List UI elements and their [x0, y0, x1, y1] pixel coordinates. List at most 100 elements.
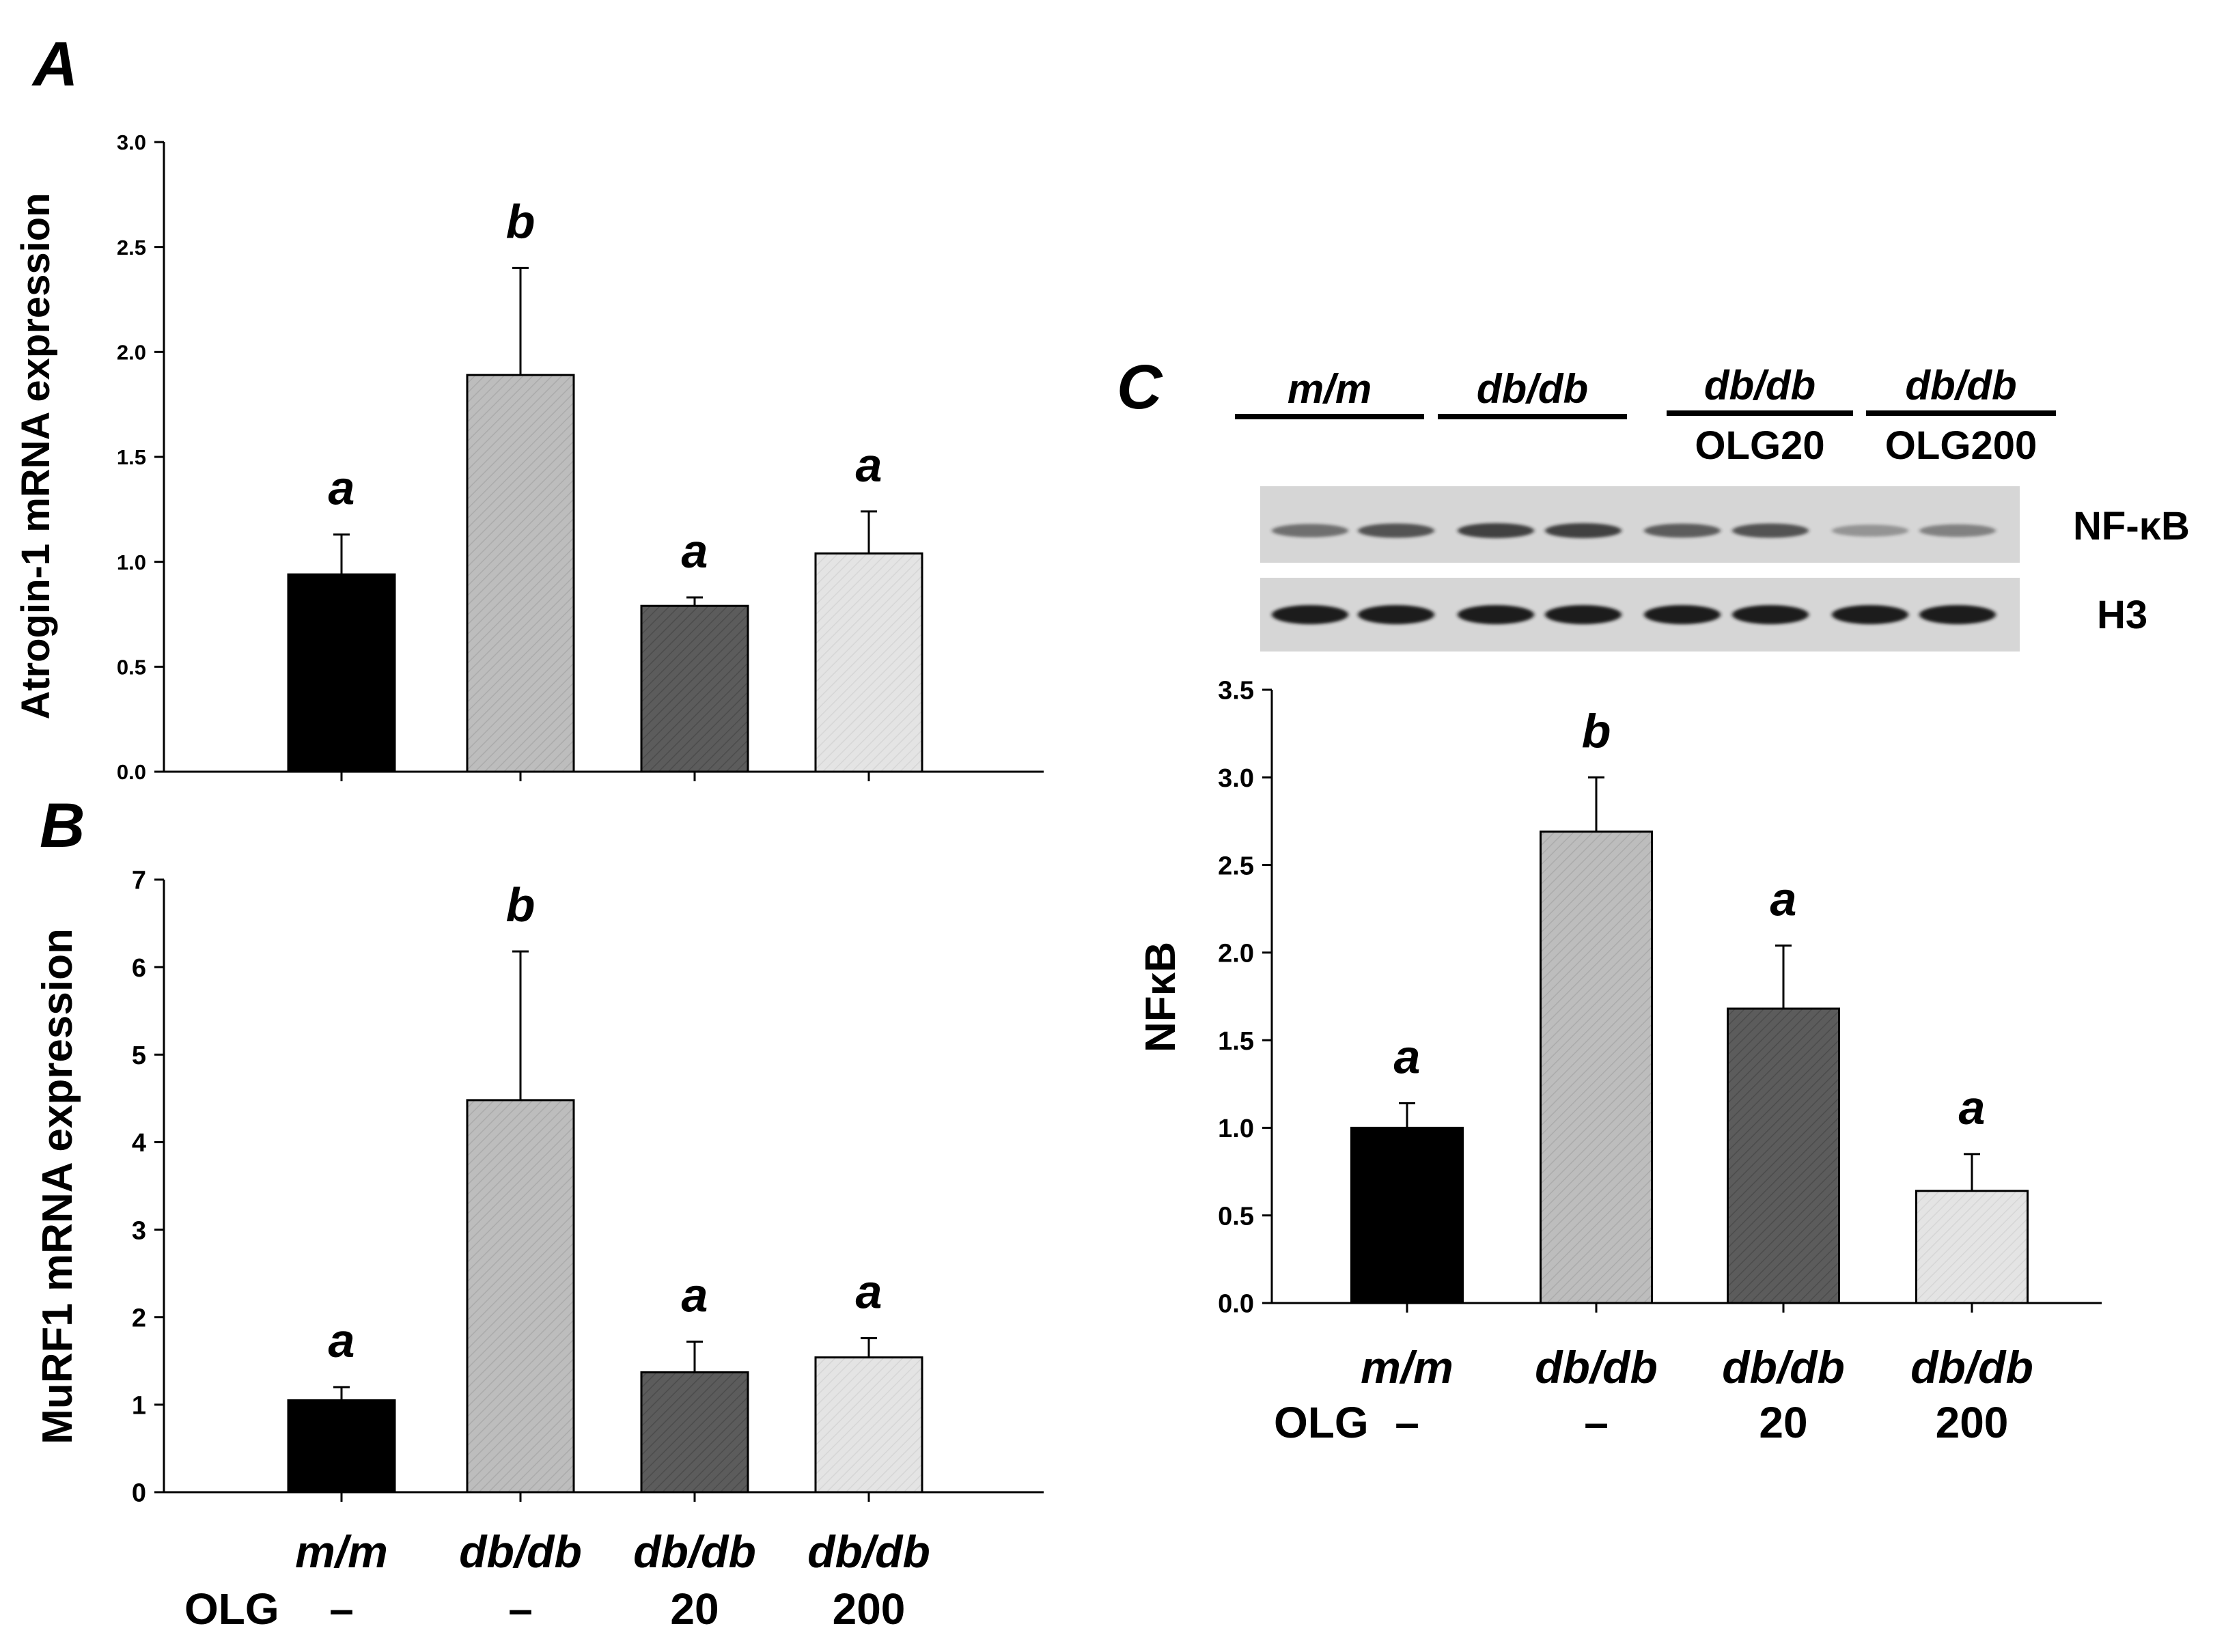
- blot-band: [1545, 605, 1622, 624]
- bar: [1350, 1126, 1464, 1304]
- significance-label: a: [329, 462, 355, 515]
- blot-group-label: m/m: [1288, 366, 1372, 412]
- y-tick-label: 3.0: [1218, 764, 1254, 793]
- olg-dose-label: 200: [833, 1584, 906, 1634]
- olg-dose-label: –: [1584, 1398, 1609, 1447]
- panel-label-c: C: [1117, 352, 1163, 422]
- x-category-label: db/db: [633, 1526, 756, 1577]
- y-tick-label: 3.5: [1218, 677, 1254, 705]
- y-tick-label: 0.0: [1218, 1290, 1254, 1319]
- y-tick-label: 3.0: [117, 130, 146, 154]
- blot-band: [1545, 523, 1622, 538]
- blot-band: [1832, 524, 1908, 537]
- blot-band: [1644, 523, 1721, 538]
- blot-lane-headers: m/m db/db db/db OLG20 db/db OLG200: [1235, 363, 2056, 468]
- y-tick-label: 7: [132, 867, 146, 895]
- y-tick-label: 1.5: [117, 445, 146, 469]
- panel-label-a: A: [31, 29, 78, 99]
- y-tick-label: 6: [132, 954, 146, 983]
- olg-dose-label: –: [329, 1584, 354, 1634]
- x-category-label: m/m: [1361, 1342, 1453, 1392]
- x-category-label: db/db: [1910, 1342, 2033, 1392]
- y-tick-label: 2.0: [1218, 940, 1254, 968]
- y-tick-label: 0: [132, 1479, 146, 1508]
- y-axis-label: Atrogin-1 mRNA expression: [14, 193, 58, 719]
- blot-band: [1919, 605, 1996, 624]
- y-tick-label: 1.0: [117, 550, 146, 574]
- significance-label: b: [506, 878, 535, 932]
- y-tick-label: 2.5: [1218, 852, 1254, 880]
- blot-group-label: db/db: [1477, 366, 1588, 412]
- bar: [287, 573, 396, 773]
- y-tick-label: 1.0: [1218, 1115, 1254, 1143]
- significance-label: b: [1582, 704, 1611, 757]
- blot-treatment-label: OLG20: [1695, 423, 1824, 468]
- bar: [1540, 830, 1653, 1304]
- panel-label-b: B: [40, 791, 85, 860]
- western-blot: m/m db/db db/db OLG20 db/db OLG200 NF-κB H3: [1235, 363, 2190, 652]
- blot-band: [1458, 523, 1534, 538]
- bar: [814, 552, 923, 773]
- blot-band: [1458, 605, 1534, 624]
- chart-murf1: 0 1 2 3 4 5 6 7 MuRF1 mRNA expression a b a a m/m – db/…: [34, 867, 1044, 1634]
- significance-label: a: [1770, 873, 1797, 926]
- blot-band: [1732, 523, 1809, 538]
- blot-row-label-h3: H3: [2097, 593, 2147, 637]
- olg-row-label: OLG: [1274, 1398, 1369, 1447]
- blot-band: [1832, 605, 1908, 624]
- blot-group-label: db/db: [1704, 363, 1815, 408]
- y-tick-label: 0.5: [117, 655, 146, 679]
- blot-band: [1358, 605, 1434, 624]
- blot-band: [1919, 524, 1996, 537]
- y-tick-label: 2: [132, 1304, 146, 1332]
- chart-atrogin1: 0.0 0.5 1.0 1.5 2.0 2.5 3.0 Atrogin-1 mRNA expr…: [14, 130, 1044, 784]
- y-tick-label: 0.5: [1218, 1202, 1254, 1231]
- y-tick-label: 1.5: [1218, 1027, 1254, 1056]
- significance-label: a: [1394, 1031, 1421, 1084]
- olg-dose-label: –: [508, 1584, 533, 1634]
- bar: [1915, 1190, 2029, 1304]
- chart-nfkb: 0.0 0.5 1.0 1.5 2.0 2.5 3.0 3.5 NFκB a b a a m/m – db/d…: [1137, 677, 2102, 1447]
- y-axis-label: MuRF1 mRNA expression: [34, 928, 81, 1444]
- blot-band: [1732, 605, 1809, 624]
- y-axis-label: NFκB: [1137, 942, 1184, 1052]
- significance-label: a: [329, 1314, 355, 1367]
- blot-band: [1272, 605, 1348, 624]
- y-tick-label: 4: [132, 1129, 146, 1158]
- significance-label: a: [682, 1269, 708, 1322]
- significance-label: a: [856, 1265, 882, 1318]
- y-tick-label: 2.5: [117, 236, 146, 260]
- bar: [466, 374, 575, 773]
- blot-band: [1358, 523, 1434, 538]
- x-category-label: db/db: [807, 1526, 930, 1577]
- blot-band: [1644, 605, 1721, 624]
- olg-dose-label: 200: [1936, 1398, 2009, 1447]
- blot-band: [1272, 524, 1348, 537]
- bar: [640, 1371, 749, 1494]
- olg-dose-label: –: [1395, 1398, 1419, 1447]
- significance-label: a: [856, 438, 882, 492]
- y-tick-label: 5: [132, 1041, 146, 1070]
- significance-label: a: [1959, 1081, 1986, 1134]
- bar: [1727, 1007, 1840, 1304]
- bar: [814, 1356, 923, 1494]
- olg-dose-label: 20: [1759, 1398, 1807, 1447]
- y-tick-label: 3: [132, 1216, 146, 1245]
- significance-label: a: [682, 524, 708, 578]
- x-category-label: m/m: [295, 1526, 388, 1577]
- x-category-label: db/db: [1722, 1342, 1845, 1392]
- x-category-label: db/db: [1535, 1342, 1658, 1392]
- y-tick-label: 0.0: [117, 760, 146, 784]
- olg-dose-label: 20: [670, 1584, 719, 1634]
- blot-row-label-nfkb: NF-κB: [2073, 504, 2190, 548]
- blot-group-label: db/db: [1905, 363, 2016, 408]
- bar: [466, 1099, 575, 1494]
- olg-row-label: OLG: [184, 1584, 279, 1634]
- blot-nfkb-strip: [1260, 486, 2020, 563]
- y-tick-label: 2.0: [117, 340, 146, 364]
- bar: [640, 604, 749, 773]
- bar: [287, 1399, 396, 1494]
- significance-label: b: [506, 195, 535, 248]
- y-tick-label: 1: [132, 1392, 146, 1420]
